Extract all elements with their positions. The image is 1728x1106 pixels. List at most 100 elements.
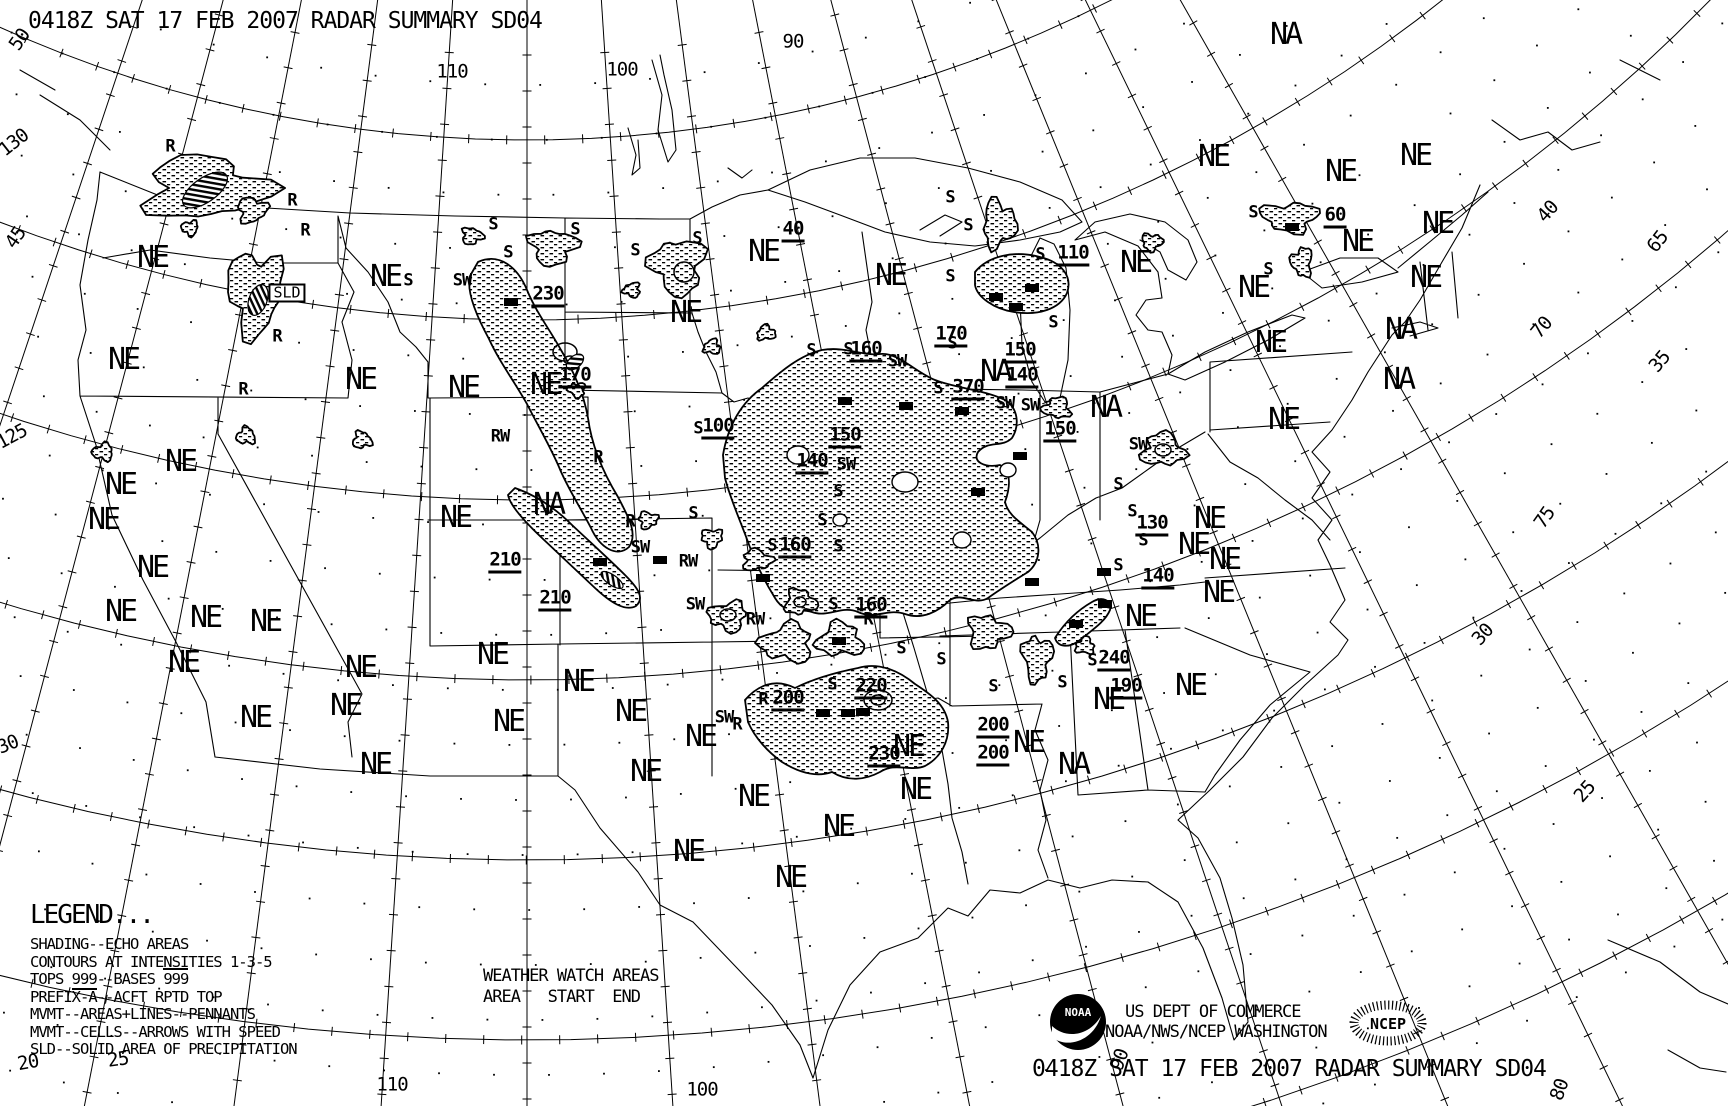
echo-top-label: 200 <box>976 743 1010 767</box>
precip-type-label: R <box>625 511 635 532</box>
echo-top-label: 220 <box>854 676 888 700</box>
coverage-label-ne: NE <box>329 688 363 723</box>
graticule-label: 40 <box>1532 196 1563 227</box>
agency-credit: US DEPT OF COMMERCE NOAA/NWS/NCEP WASHIN… <box>1105 1002 1328 1042</box>
graticule-label: 30 <box>0 730 22 759</box>
coverage-label-ne: NE <box>476 637 510 672</box>
coverage-label-ne: NE <box>189 600 223 635</box>
cell-movement-marker <box>504 298 518 306</box>
coverage-label-ne: NE <box>104 467 138 502</box>
coverage-label-ne: NE <box>899 772 933 807</box>
coverage-label-na: NA <box>1382 362 1416 397</box>
precip-type-label: S <box>1057 672 1067 693</box>
cell-movement-marker <box>653 556 667 564</box>
coverage-label-ne: NE <box>107 342 141 377</box>
precip-type-label: R <box>287 190 297 211</box>
coverage-label-ne: NE <box>344 650 378 685</box>
precip-type-label: SW <box>630 537 651 558</box>
echo-top-label: 170 <box>934 324 968 348</box>
ncep-logo-icon <box>1349 1000 1427 1046</box>
precip-type-label: R <box>300 220 310 241</box>
coverage-label-ne: NE <box>629 754 663 789</box>
precip-type-label: S <box>688 503 698 524</box>
noaa-logo-text: NOAA <box>1065 1006 1092 1019</box>
precip-type-label: S <box>963 215 973 236</box>
precip-type-label: SW <box>836 454 857 475</box>
echo-top-label: 60 <box>1323 205 1347 229</box>
precip-type-label: S <box>1113 474 1123 495</box>
legend-mvmt-areas: MVMT--AREAS+LINES--PENNANTS <box>30 1005 256 1023</box>
echo-top-label: 200 <box>976 715 1010 739</box>
legend-tops-bases: TOPS 999--BASES 999 <box>30 968 189 990</box>
coverage-label-na: NA <box>1269 17 1303 52</box>
echo-top-label: 140 <box>1005 365 1039 389</box>
coverage-label-ne: NE <box>1202 575 1236 610</box>
precip-type-label: S <box>767 535 777 556</box>
cell-movement-marker <box>899 402 913 410</box>
echo-inner-contours <box>182 171 1172 711</box>
cell-movement-marker <box>832 637 846 645</box>
echo-top-label: 210 <box>488 550 522 574</box>
precip-type-label: SW <box>714 707 735 728</box>
precip-type-label: S <box>945 266 955 287</box>
coverage-label-na: NA <box>532 487 566 522</box>
cell-movement-marker <box>838 397 852 405</box>
coverage-label-ne: NE <box>614 694 648 729</box>
cell-movement-marker <box>1069 620 1083 628</box>
coverage-label-ne: NE <box>1237 270 1271 305</box>
echo-top-label: 240 <box>1097 648 1131 672</box>
precip-type-label: S <box>503 242 513 263</box>
precip-type-label: R <box>758 689 768 710</box>
weather-watch-box: WEATHER WATCH AREAS AREA START END <box>483 966 659 1008</box>
coverage-label-ne: NE <box>1399 138 1433 173</box>
coverage-label-ne: NE <box>369 259 403 294</box>
legend-tops-999: 999 <box>71 970 98 990</box>
echo-top-label: 170 <box>558 365 592 389</box>
coverage-label-ne: NE <box>344 362 378 397</box>
coverage-label-ne: NE <box>737 779 771 814</box>
graticule-label: 110 <box>376 1073 408 1096</box>
chart-title-top: 0418Z SAT 17 FEB 2007 RADAR SUMMARY SD04 <box>28 8 543 34</box>
coverage-label-ne: NE <box>1193 501 1227 536</box>
echo-top-label: 200 <box>771 688 805 712</box>
precip-type-label: SW <box>1128 434 1149 455</box>
precip-type-label: S <box>828 594 838 615</box>
coverage-label-ne: NE <box>359 747 393 782</box>
precip-type-label: RW <box>678 551 699 572</box>
cell-movement-marker <box>971 488 985 496</box>
precip-type-label: S <box>570 219 580 240</box>
precip-type-label: R <box>165 136 175 157</box>
radar-echo-areas <box>90 153 1321 780</box>
coverage-label-ne: NE <box>529 367 563 402</box>
legend-mvmt-cells: MVMT--CELLS--ARROWS WITH SPEED <box>30 1022 281 1041</box>
precip-type-label: SW <box>452 270 473 291</box>
coverage-label-ne: NE <box>492 704 526 739</box>
noaa-seagull-icon <box>1052 1016 1101 1043</box>
precip-type-label: S <box>833 481 843 502</box>
coverage-label-ne: NE <box>1124 599 1158 634</box>
cell-movement-marker <box>856 708 870 716</box>
coverage-label-ne: NE <box>167 645 201 680</box>
precip-type-label: S <box>1087 650 1097 671</box>
echo-top-label: 130 <box>1135 513 1169 537</box>
legend-heading: LEGEND... <box>30 900 155 930</box>
coverage-label-ne: NE <box>1174 668 1208 703</box>
coverage-label-ne: NE <box>239 700 273 735</box>
agency-office: NOAA/NWS/NCEP WASHINGTON <box>1105 1022 1328 1042</box>
echo-top-label: 140 <box>1141 566 1175 590</box>
graticule-label: 110 <box>436 60 468 83</box>
coverage-label-ne: NE <box>1421 206 1455 241</box>
precip-type-label: S <box>827 674 837 695</box>
echo-top-label: 160 <box>778 535 812 559</box>
coverage-label-ne: NE <box>747 234 781 269</box>
coverage-label-ne: NE <box>684 719 718 754</box>
coverage-label-ne: NE <box>104 594 138 629</box>
precip-type-label: S <box>1127 501 1137 522</box>
coverage-label-ne: NE <box>1208 542 1242 577</box>
chart-title-bottom: 0418Z SAT 17 FEB 2007 RADAR SUMMARY SD04 <box>1032 1056 1547 1082</box>
coverage-label-ne: NE <box>874 258 908 293</box>
legend-sld: SLD--SOLID AREA OF PRECIPITATION <box>30 1040 298 1058</box>
